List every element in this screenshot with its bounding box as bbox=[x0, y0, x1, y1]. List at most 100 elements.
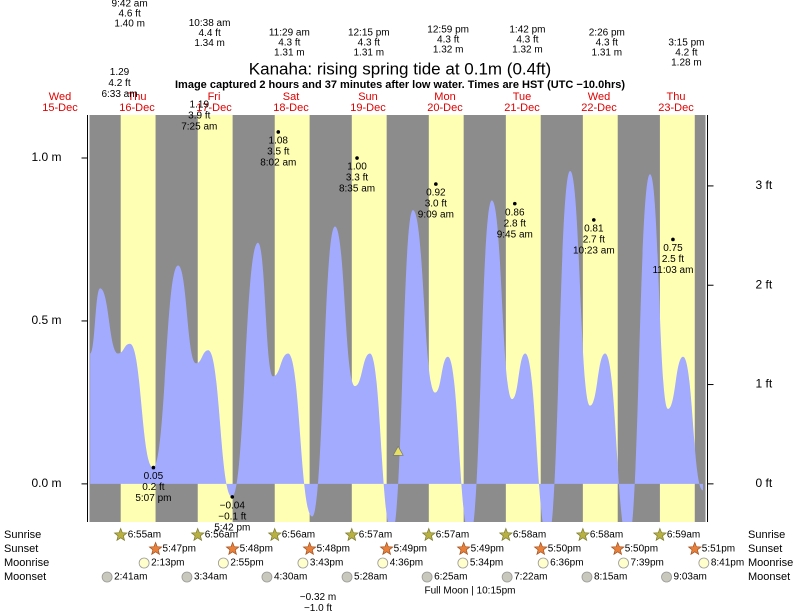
tide-label: 9:09 am bbox=[418, 210, 454, 221]
tide-label: 1.08 bbox=[269, 136, 289, 147]
day-date: 23-Dec bbox=[658, 102, 694, 114]
moonset-time: 7:22am bbox=[514, 572, 547, 583]
high-tide-label: 12:59 pm bbox=[427, 24, 469, 35]
sun-icon bbox=[575, 527, 590, 542]
day-date: 21-Dec bbox=[504, 102, 540, 114]
sun-icon bbox=[687, 541, 702, 556]
sun-icon bbox=[225, 541, 240, 556]
chart-title: Kanaha: rising spring tide at 0.1m (0.4f… bbox=[249, 59, 551, 78]
tide-point bbox=[230, 495, 235, 499]
day-date: 20-Dec bbox=[427, 102, 463, 114]
moon-icon bbox=[181, 571, 193, 583]
tide-label: 2.7 ft bbox=[583, 235, 605, 246]
day-date: 16-Dec bbox=[119, 102, 155, 114]
day-weekday: Sun bbox=[358, 91, 378, 103]
sunset-time: 5:48pm bbox=[240, 544, 273, 555]
day-weekday: Thu bbox=[667, 91, 686, 103]
sun-icon bbox=[344, 527, 359, 542]
moon-icon bbox=[101, 571, 113, 583]
sun-icon bbox=[533, 541, 548, 556]
y-tick-label: 0.0 m bbox=[32, 476, 62, 490]
sun-icon bbox=[302, 541, 317, 556]
moon-icon bbox=[537, 557, 549, 569]
sunrise-time: 6:59am bbox=[667, 530, 700, 541]
moon-icon bbox=[421, 571, 433, 583]
y2-tick-label: 3 ft bbox=[756, 178, 773, 192]
moon-icon bbox=[377, 557, 389, 569]
moonset-time: 4:30am bbox=[274, 572, 307, 583]
sunrise-time: 6:55am bbox=[128, 530, 161, 541]
high-tide-label: 1.32 m bbox=[433, 44, 464, 55]
high-tide-label: 1.40 m bbox=[114, 18, 145, 29]
high-tide-label: 3:15 pm bbox=[668, 37, 704, 48]
high-tide-label: 1:42 pm bbox=[509, 24, 545, 35]
sun-icon bbox=[190, 527, 205, 542]
high-tide-label: 9:42 am bbox=[112, 0, 148, 9]
high-tide-label: 4.3 ft bbox=[437, 34, 459, 45]
high-tide-label: 1.34 m bbox=[194, 38, 225, 49]
tide-label: −0.32 m bbox=[300, 592, 336, 603]
tide-point bbox=[151, 465, 156, 470]
moonset-time: 5:28am bbox=[354, 572, 387, 583]
moonrise-time: 3:43pm bbox=[310, 558, 343, 569]
sun-icon bbox=[456, 541, 471, 556]
day-weekday: Wed bbox=[49, 91, 71, 103]
tide-label: 2.8 ft bbox=[504, 218, 526, 229]
tide-label: 5:07 pm bbox=[135, 493, 171, 504]
y-tick-label: 1.0 m bbox=[32, 150, 62, 164]
high-tide-label: 11:29 am bbox=[269, 28, 310, 39]
y2-tick-label: 0 ft bbox=[756, 476, 773, 490]
tide-label: −1.0 ft bbox=[304, 603, 332, 611]
tide-label: −0.04 bbox=[220, 501, 246, 512]
y2-tick-label: 1 ft bbox=[756, 377, 773, 391]
tide-label: −0.1 ft bbox=[218, 512, 246, 523]
moonset-time: 3:34am bbox=[194, 572, 227, 583]
sunrise-time: 6:56am bbox=[282, 530, 315, 541]
now-marker bbox=[392, 445, 404, 456]
tide-point bbox=[671, 237, 675, 242]
tide-label: 8:02 am bbox=[260, 158, 296, 169]
tide-label: 6:33 am bbox=[101, 89, 137, 100]
sun-icon bbox=[498, 527, 513, 542]
tide-label: 9:45 am bbox=[497, 229, 533, 240]
tide-label: 3.9 ft bbox=[188, 111, 210, 122]
day-weekday: Fri bbox=[208, 91, 221, 103]
sun-icon bbox=[421, 527, 436, 542]
tide-point bbox=[592, 218, 596, 222]
moon-icon bbox=[581, 571, 593, 583]
moonset-time: 2:41am bbox=[114, 572, 147, 583]
sun-icon bbox=[113, 527, 128, 542]
day-date: 18-Dec bbox=[273, 102, 309, 114]
y-tick-label: 0.5 m bbox=[32, 313, 62, 327]
tide-label: 1.00 bbox=[347, 162, 367, 173]
tide-label: 0.81 bbox=[584, 224, 604, 235]
tide-label: 0.86 bbox=[505, 207, 525, 218]
tide-label: 1.29 bbox=[110, 67, 130, 78]
moon-icon bbox=[297, 557, 309, 569]
moon-icon bbox=[261, 571, 273, 583]
high-tide-label: 4.3 ft bbox=[278, 38, 300, 49]
day-date: 19-Dec bbox=[350, 102, 386, 114]
tide-label: 7:25 am bbox=[181, 122, 217, 133]
sunrise-time: 6:56am bbox=[205, 530, 238, 541]
high-tide-label: 12:15 pm bbox=[348, 28, 390, 39]
sun-icon bbox=[379, 541, 394, 556]
tide-point bbox=[512, 201, 517, 206]
tide-point bbox=[355, 156, 359, 160]
sunrise-time: 6:57am bbox=[359, 530, 392, 541]
high-tide-label: 1.31 m bbox=[354, 48, 385, 59]
high-tide-label: 10:38 am bbox=[189, 18, 231, 29]
high-tide-label: 2:26 pm bbox=[589, 28, 625, 39]
tide-label: 0.75 bbox=[663, 243, 683, 254]
row-label: Moonset bbox=[748, 571, 790, 583]
day-weekday: Sat bbox=[283, 91, 300, 103]
row-label: Sunset bbox=[4, 543, 38, 555]
moonrise-time: 6:36pm bbox=[550, 558, 583, 569]
moon-icon bbox=[501, 571, 513, 583]
tide-label: 0.05 bbox=[144, 471, 164, 482]
row-label: Moonrise bbox=[4, 557, 49, 569]
sun-icon bbox=[148, 541, 163, 556]
tide-label: 4.2 ft bbox=[108, 78, 130, 89]
row-label: Moonset bbox=[4, 571, 46, 583]
tide-label: 3.0 ft bbox=[425, 199, 447, 210]
